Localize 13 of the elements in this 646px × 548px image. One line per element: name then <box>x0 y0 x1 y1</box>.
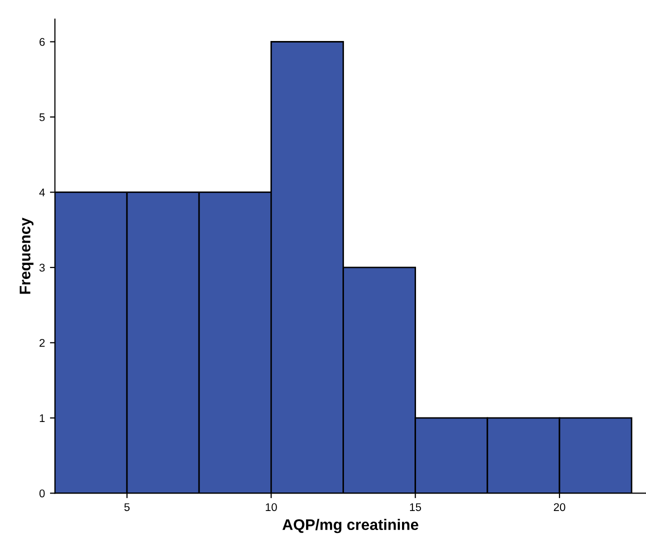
x-tick-label: 10 <box>266 503 277 512</box>
y-tick-label: 5 <box>39 113 45 122</box>
y-tick-label: 6 <box>40 38 45 46</box>
y-tick-label: 2 <box>40 338 45 347</box>
x-tick-label: 15 <box>410 503 422 512</box>
y-axis-title: Frequency <box>20 218 34 294</box>
y-tick-label: 0 <box>39 489 45 498</box>
y-tick-label: 3 <box>39 264 45 272</box>
x-axis-title: AQP/mg creatinine <box>282 518 418 534</box>
y-tick-label: 4 <box>39 188 45 196</box>
x-tick-label: 5 <box>124 503 130 512</box>
x-tick-label: 20 <box>554 503 566 512</box>
y-tick-label: 1 <box>40 414 45 422</box>
